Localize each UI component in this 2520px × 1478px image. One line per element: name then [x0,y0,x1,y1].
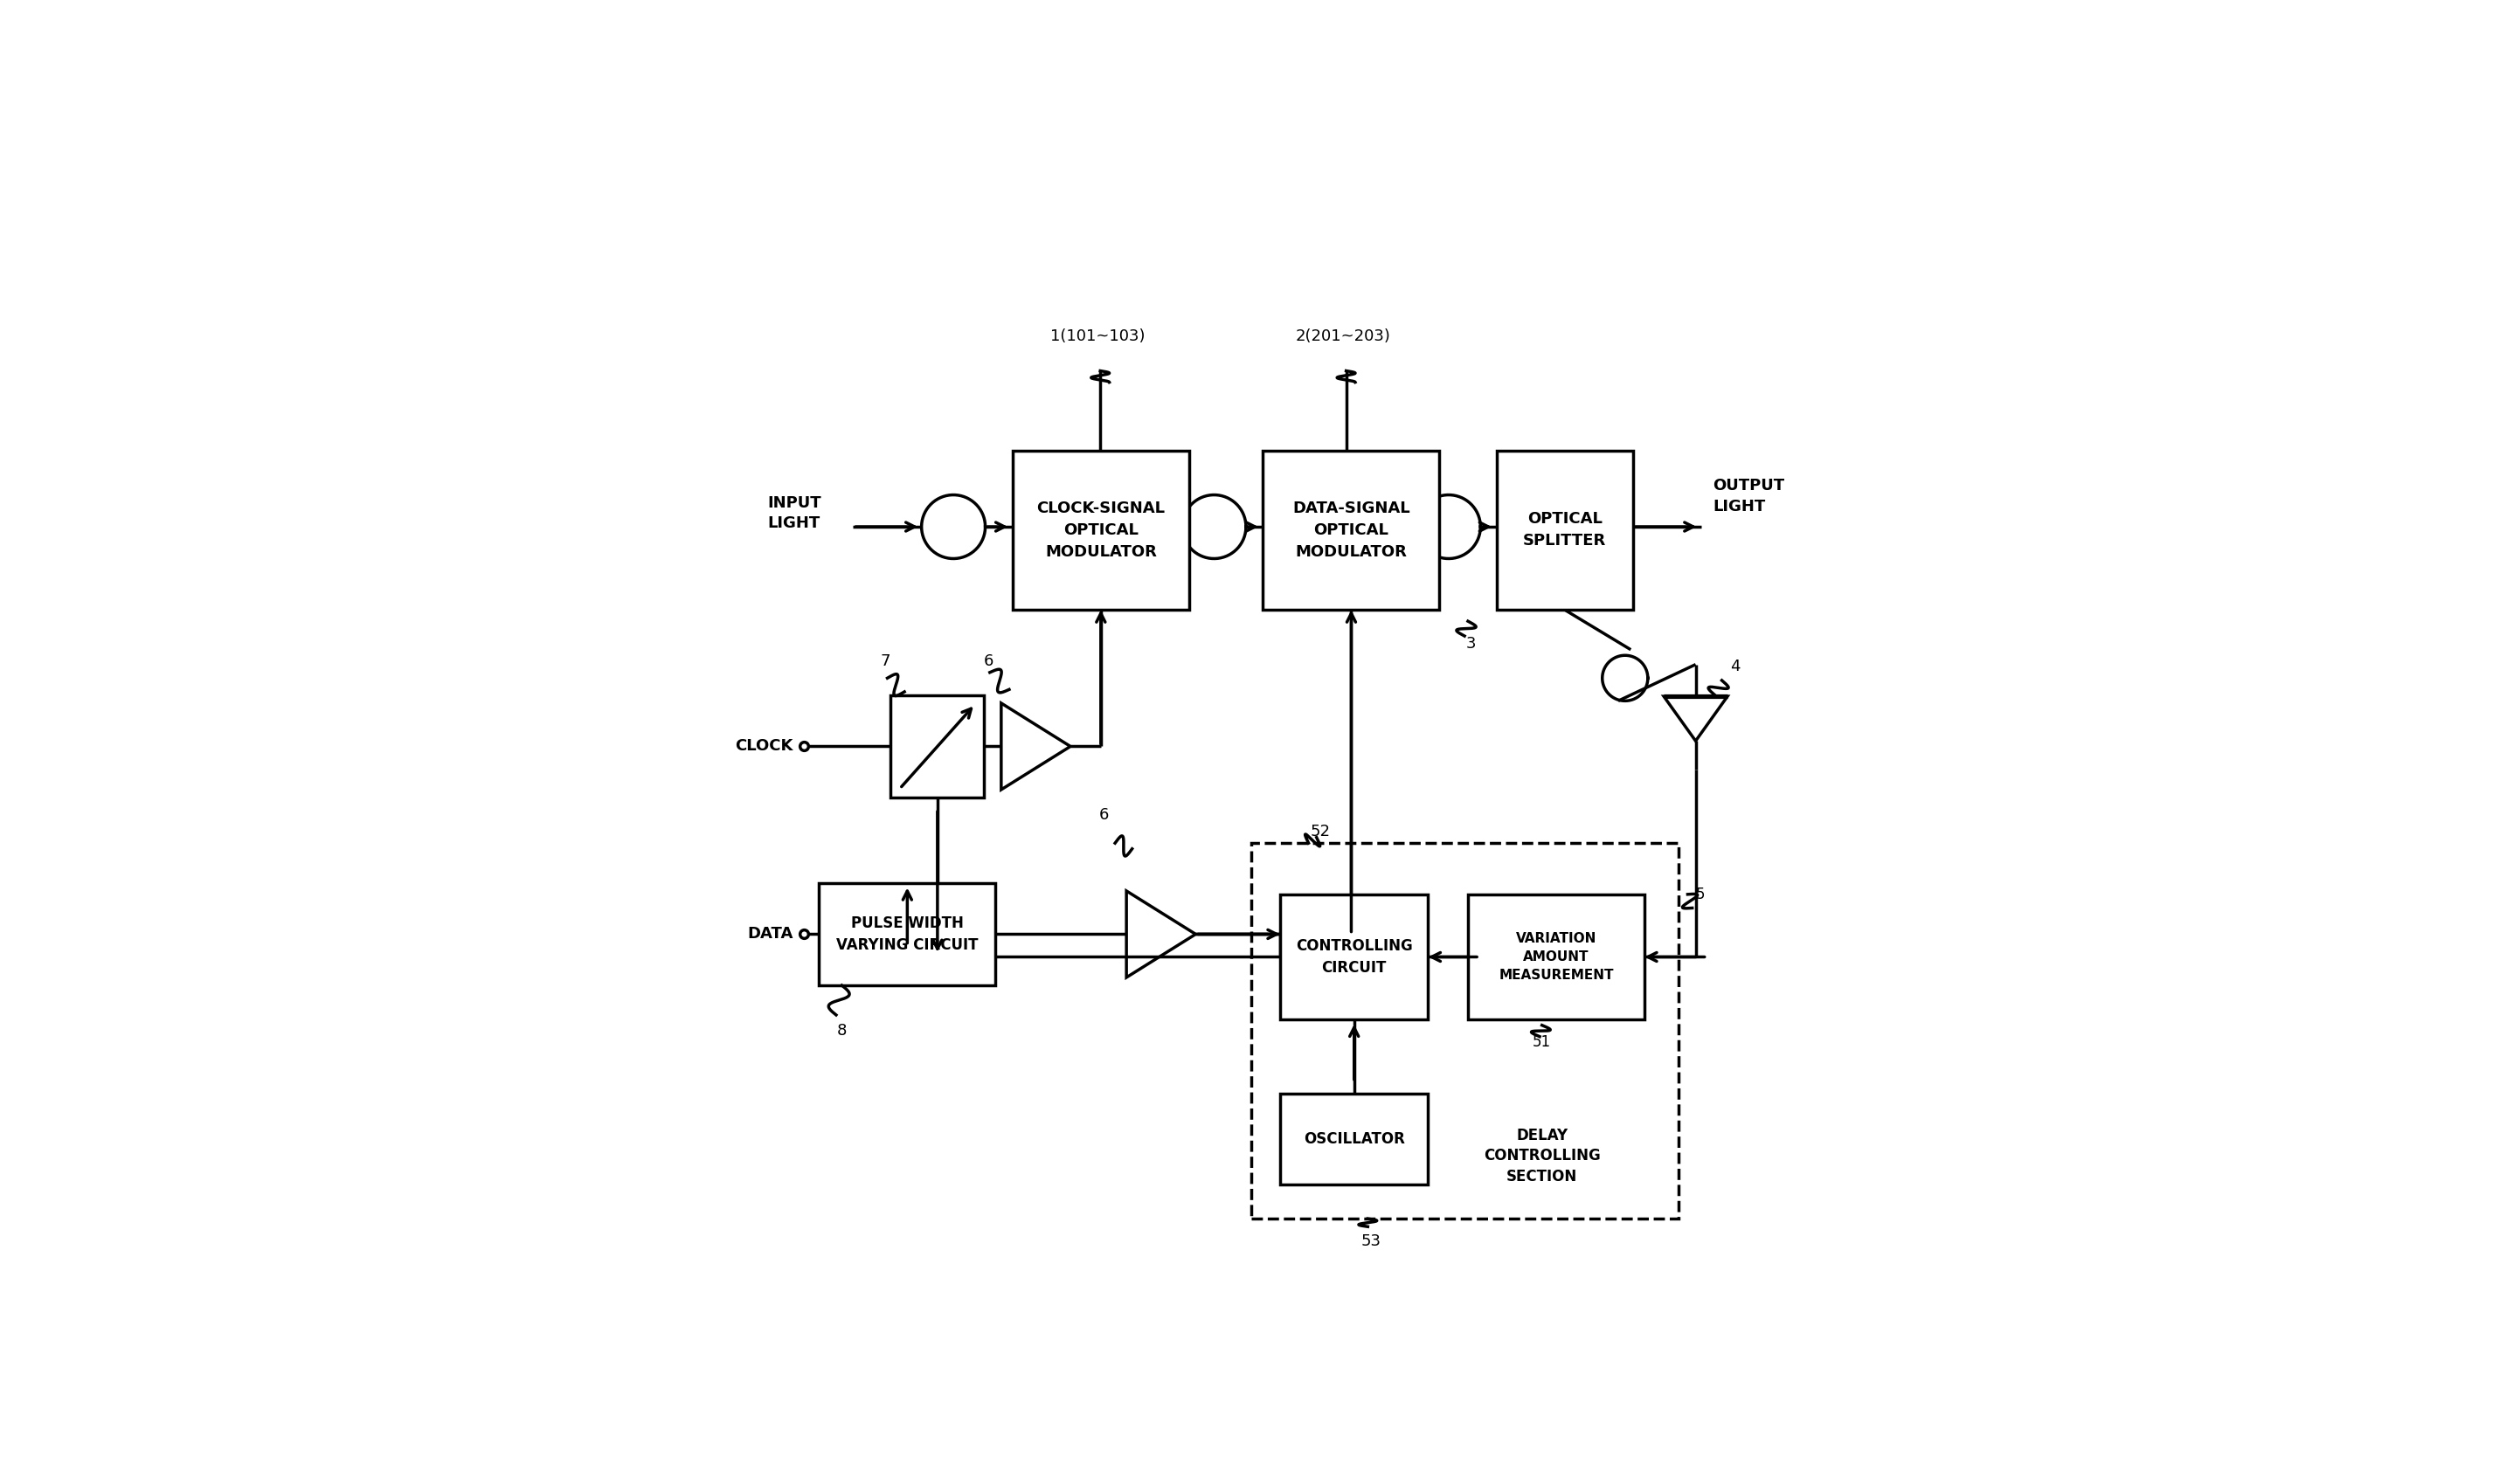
Text: 1(101~103): 1(101~103) [1051,328,1147,344]
Bar [890,695,985,798]
Text: OUTPUT
LIGHT: OUTPUT LIGHT [1714,477,1784,514]
Text: 4: 4 [1729,659,1739,674]
Text: VARIATION
AMOUNT
MEASUREMENT: VARIATION AMOUNT MEASUREMENT [1499,933,1613,981]
Bar [1280,894,1429,1020]
Text: INPUT
LIGHT: INPUT LIGHT [769,495,822,531]
Text: 7: 7 [879,653,890,670]
Text: 2(201~203): 2(201~203) [1295,328,1391,344]
Text: 51: 51 [1532,1035,1552,1051]
Text: 8: 8 [837,1023,847,1039]
Text: OPTICAL
SPLITTER: OPTICAL SPLITTER [1522,511,1605,548]
Text: DATA: DATA [746,927,794,941]
Text: CONTROLLING
CIRCUIT: CONTROLLING CIRCUIT [1295,939,1414,975]
Bar [1013,451,1189,610]
Bar [1497,451,1633,610]
Text: PULSE WIDTH
VARYING CIRCUIT: PULSE WIDTH VARYING CIRCUIT [837,915,978,953]
Text: 5: 5 [1696,887,1706,902]
Bar [1263,451,1439,610]
Text: OSCILLATOR: OSCILLATOR [1303,1131,1404,1147]
Text: CLOCK: CLOCK [736,739,794,754]
Text: 53: 53 [1361,1234,1381,1249]
Text: DELAY
CONTROLLING
SECTION: DELAY CONTROLLING SECTION [1484,1128,1600,1184]
Bar [819,882,995,986]
Bar [1252,842,1678,1219]
Bar [1280,1094,1429,1184]
Text: DATA-SIGNAL
OPTICAL
MODULATOR: DATA-SIGNAL OPTICAL MODULATOR [1293,501,1411,560]
Text: 52: 52 [1310,823,1331,840]
Text: 3: 3 [1467,636,1477,652]
Text: 6: 6 [1099,807,1109,823]
Bar [1469,894,1646,1020]
Text: 6: 6 [983,653,993,670]
Text: CLOCK-SIGNAL
OPTICAL
MODULATOR: CLOCK-SIGNAL OPTICAL MODULATOR [1036,501,1164,560]
